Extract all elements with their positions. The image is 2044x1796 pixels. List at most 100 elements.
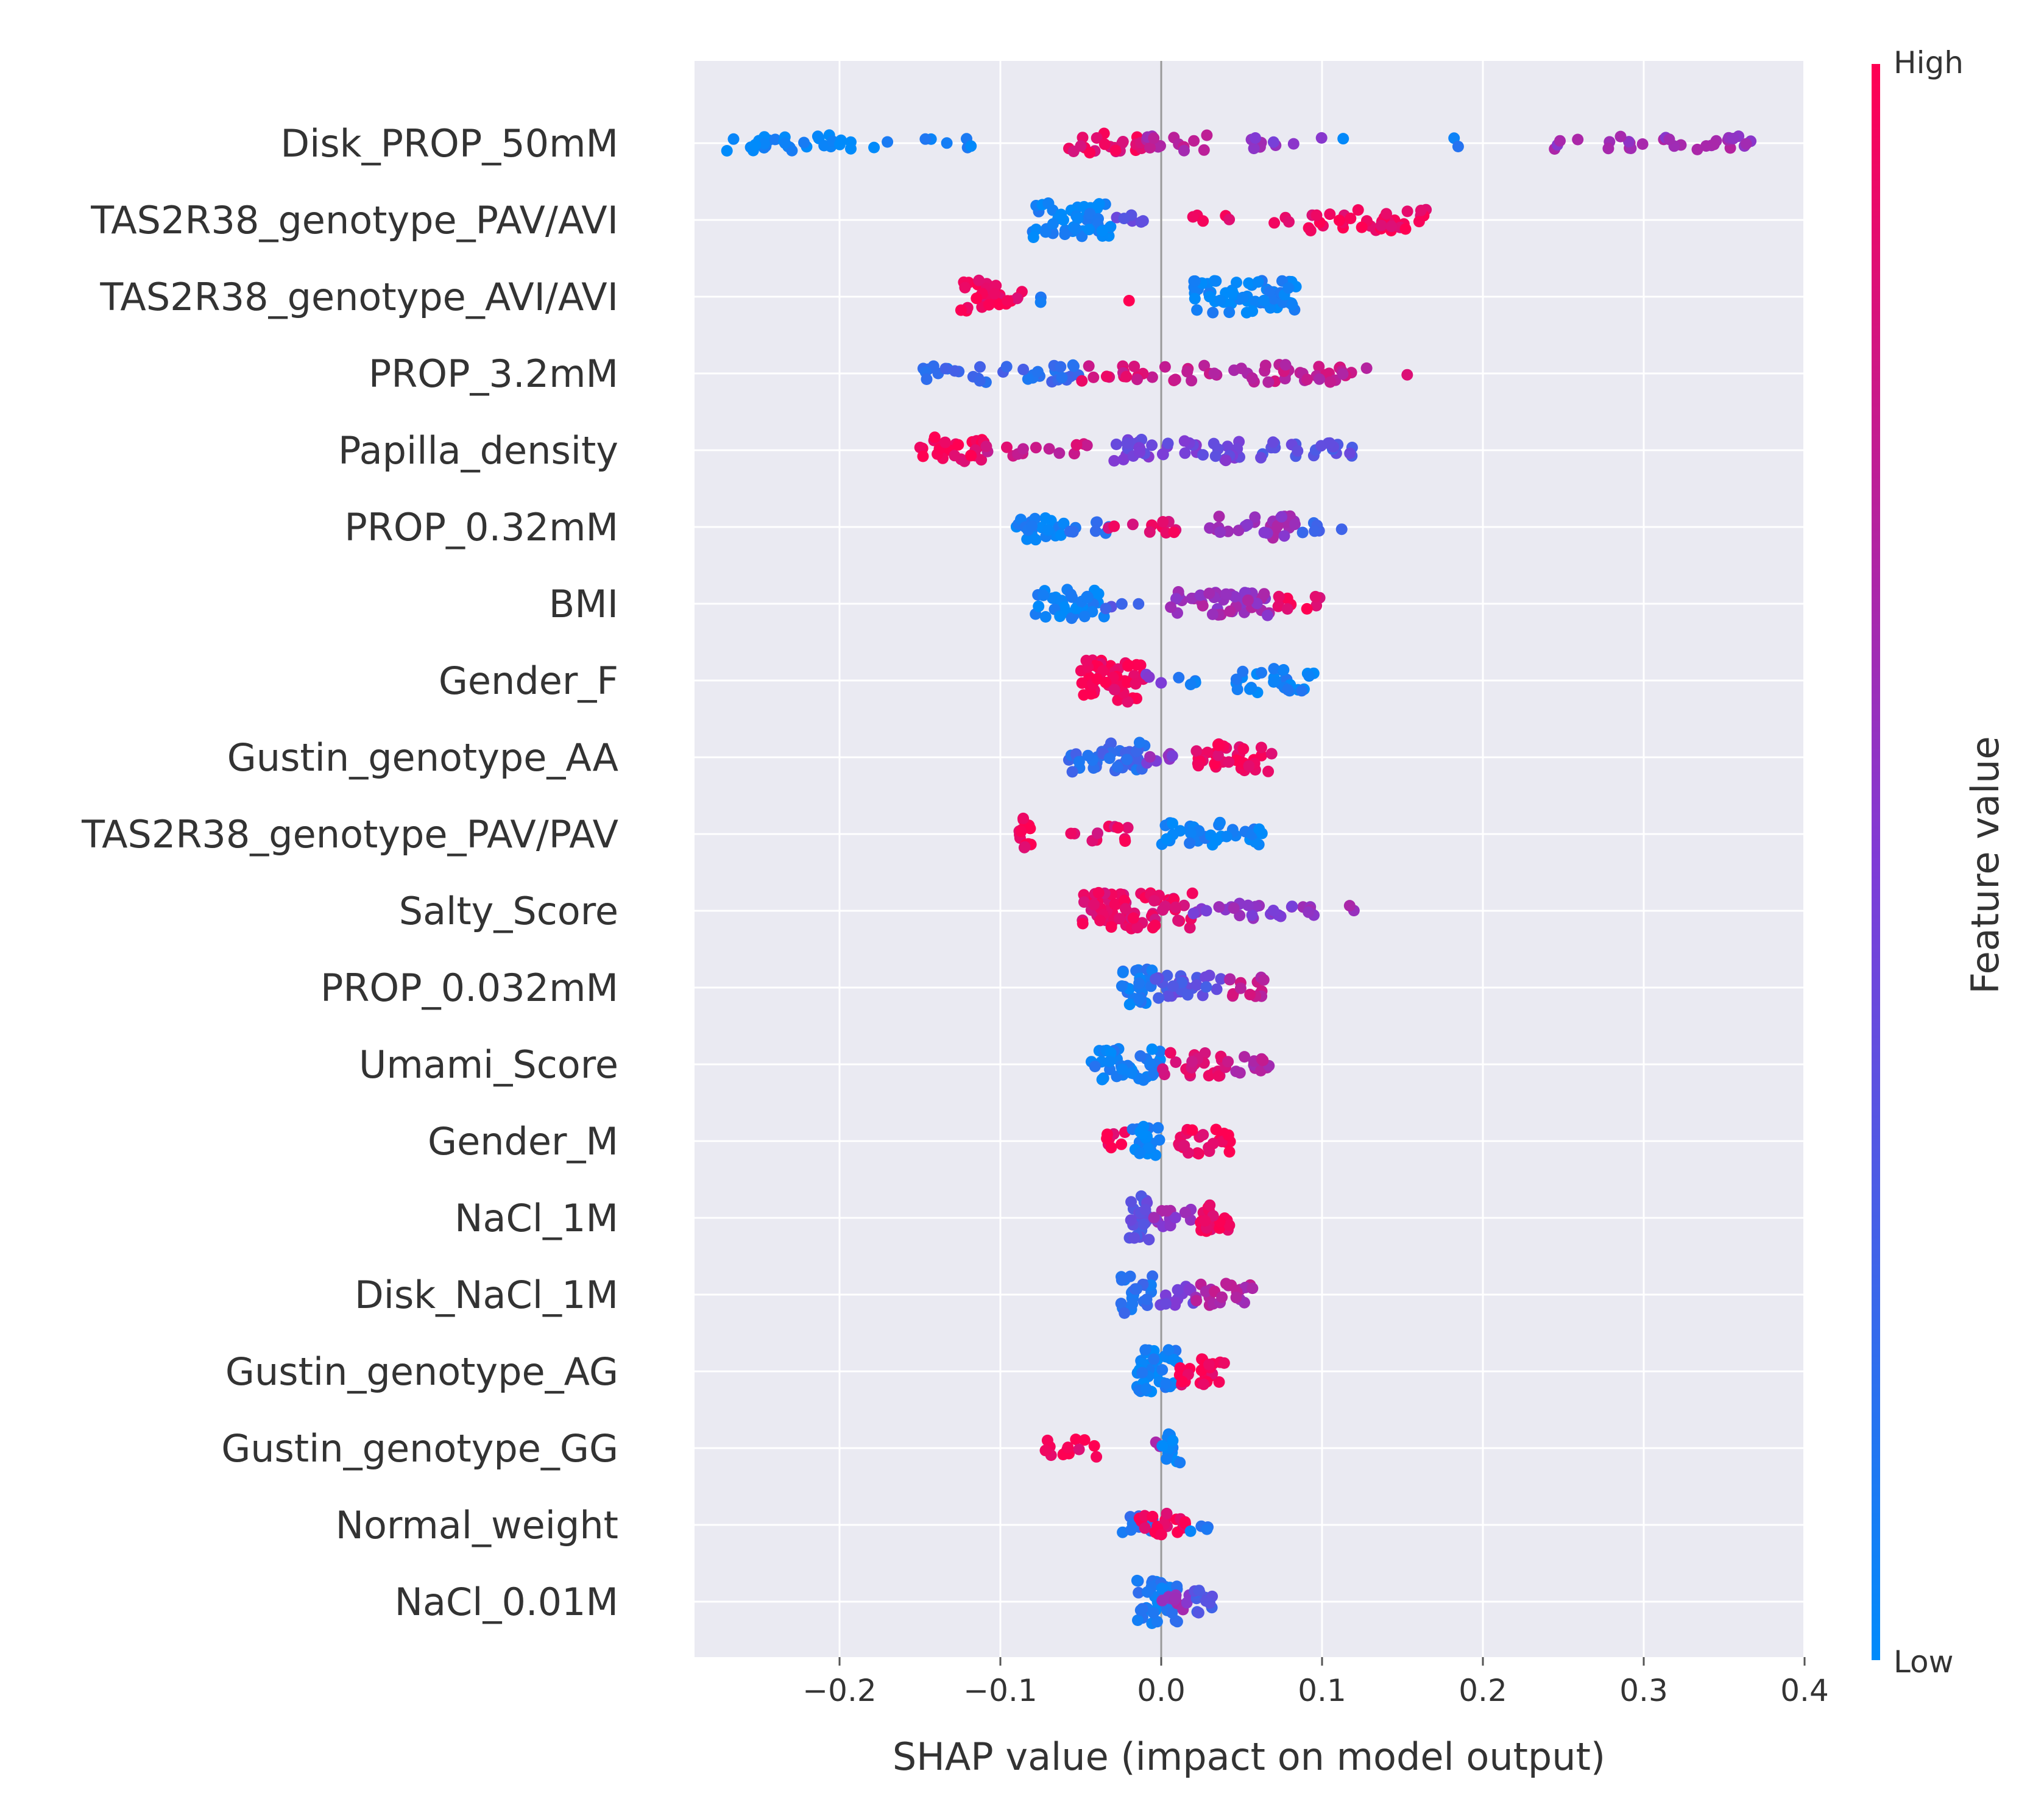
shap-point (1187, 908, 1200, 919)
shap-point (1148, 1345, 1160, 1357)
shap-point (1204, 1199, 1216, 1211)
shap-point (1197, 599, 1209, 612)
shap-point (1192, 1607, 1204, 1619)
shap-point (1131, 922, 1144, 934)
shap-point (1212, 749, 1224, 762)
shap-point (1122, 696, 1134, 708)
shap-point (1167, 980, 1179, 992)
feature-label: TAS2R38_genotype_AVI/AVI (99, 275, 618, 319)
shap-point (1122, 660, 1134, 672)
shap-point (1186, 887, 1198, 899)
shap-point (1602, 143, 1614, 155)
shap-point (1119, 835, 1131, 847)
shap-point (1207, 306, 1219, 319)
shap-point (1356, 221, 1368, 233)
shap-point (1139, 1204, 1151, 1215)
shap-point (1381, 208, 1392, 220)
shap-point (1091, 516, 1103, 528)
shap-point (1168, 526, 1180, 539)
shap-point (1230, 673, 1242, 685)
shap-point (1116, 980, 1128, 992)
shap-point (1209, 450, 1222, 462)
shap-point (1169, 1296, 1181, 1309)
shap-point (1204, 1597, 1216, 1609)
shap-point (1201, 1523, 1213, 1535)
shap-point (1039, 226, 1052, 238)
shap-point (1147, 1607, 1159, 1619)
shap-point (965, 140, 977, 152)
shap-point (1169, 373, 1181, 386)
shap-point (1198, 144, 1210, 156)
shap-point (1199, 1215, 1211, 1227)
shap-point (1125, 1524, 1137, 1536)
shap-point (1203, 969, 1215, 981)
shap-point (1116, 1138, 1128, 1150)
shap-point (1084, 208, 1096, 220)
shap-point (1287, 138, 1300, 150)
shap-point (1256, 749, 1267, 762)
shap-point (1243, 277, 1255, 289)
shap-point (1220, 454, 1232, 467)
x-tick-label: 0.2 (1459, 1673, 1507, 1708)
feature-label: Papilla_density (338, 428, 618, 473)
shap-point (1075, 140, 1087, 152)
x-tick-label: 0.1 (1298, 1673, 1346, 1708)
shap-point (1247, 1282, 1259, 1295)
shap-point (1215, 973, 1227, 985)
shap-point (1250, 295, 1262, 308)
shap-point (1258, 588, 1270, 600)
shap-point (1201, 129, 1213, 141)
shap-point (1214, 526, 1226, 538)
shap-point (779, 137, 791, 149)
shap-point (1265, 748, 1278, 760)
shap-point (1128, 1232, 1140, 1244)
shap-point (1058, 214, 1069, 226)
shap-point (1066, 612, 1078, 624)
colorbar-title: Feature value (1963, 736, 2007, 994)
shap-point (1303, 906, 1315, 918)
feature-label: TAS2R38_genotype_PAV/AVI (90, 198, 618, 242)
shap-point (1191, 304, 1203, 316)
shap-point (1214, 294, 1226, 306)
shap-point (949, 450, 961, 462)
shap-point (1179, 447, 1191, 459)
shap-point (1092, 886, 1105, 899)
shap-point (868, 141, 880, 154)
shap-point (1166, 750, 1178, 762)
shap-point (975, 454, 988, 466)
shap-point (1207, 1137, 1219, 1150)
shap-point (1289, 518, 1301, 531)
shap-point (1258, 526, 1270, 539)
shap-point (1159, 1298, 1172, 1310)
shap-point (1111, 761, 1123, 773)
shap-point (1315, 132, 1328, 144)
shap-point (1089, 525, 1102, 537)
shap-point (1156, 1364, 1169, 1376)
shap-point (1252, 276, 1264, 288)
shap-point (921, 373, 933, 385)
shap-point (1210, 1123, 1222, 1136)
shap-point (1119, 1307, 1131, 1319)
shap-point (833, 138, 846, 150)
shap-point (1134, 1050, 1147, 1062)
shap-point (1088, 1440, 1100, 1452)
shap-point (1103, 752, 1116, 765)
feature-label: NaCl_1M (454, 1196, 618, 1240)
shap-point (1267, 905, 1279, 916)
shap-point (1313, 361, 1325, 373)
shap-point (1100, 603, 1112, 615)
shap-point (1126, 518, 1139, 531)
shap-point (1220, 1278, 1232, 1290)
shap-point (983, 299, 995, 311)
shap-point (1255, 741, 1267, 754)
shap-point (1137, 1218, 1150, 1231)
shap-point (1193, 1585, 1205, 1597)
x-axis-ticks: −0.2 −0.1 0.0 0.1 0.2 0.3 0.4 (802, 1657, 1829, 1708)
shap-point (1135, 216, 1147, 228)
shap-point (1247, 305, 1259, 317)
shap-point (1401, 369, 1413, 381)
shap-point (759, 138, 771, 150)
shap-point (1149, 919, 1161, 932)
shap-point (1167, 1435, 1179, 1447)
shap-point (1083, 360, 1095, 372)
